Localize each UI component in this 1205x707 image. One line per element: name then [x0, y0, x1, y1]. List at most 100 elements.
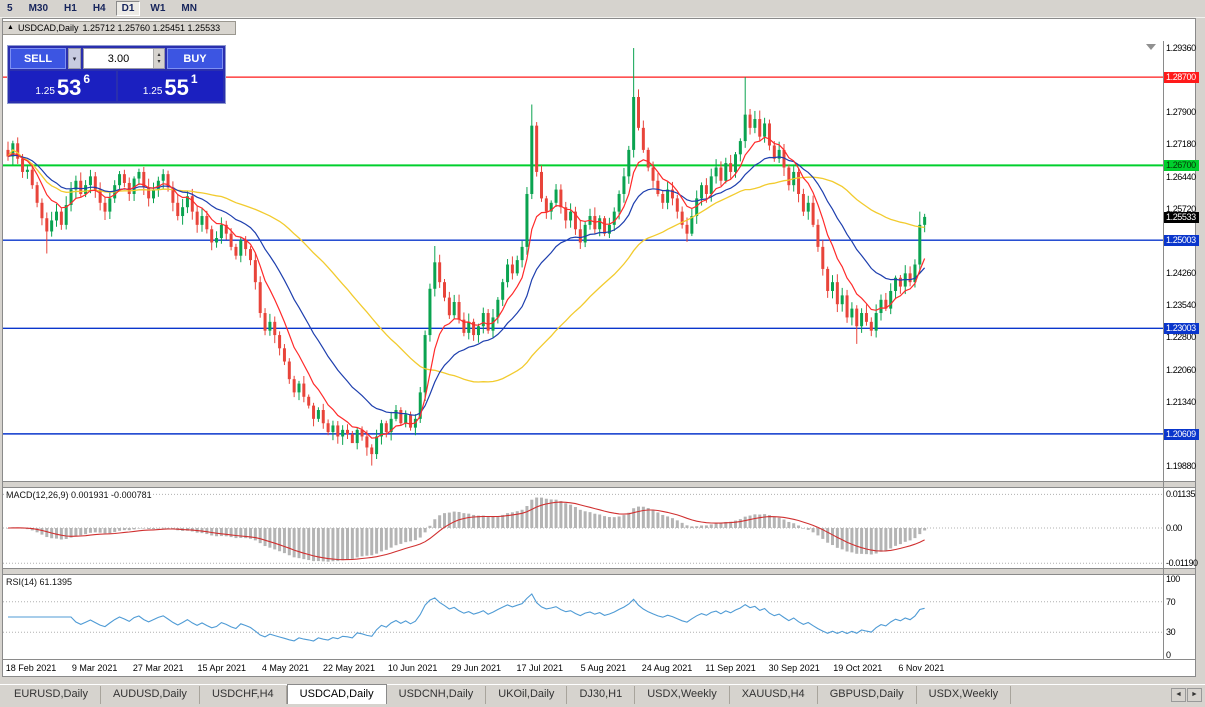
- axis-tick-label: 1.25720: [1166, 203, 1196, 214]
- buy-price-base: 1.25: [142, 86, 163, 97]
- tab-scroll-right-button[interactable]: ►: [1187, 688, 1202, 702]
- axis-tick-label: 1.27180: [1166, 139, 1196, 150]
- level-price-label: 1.26700: [1164, 160, 1199, 172]
- timeframe-button-w1[interactable]: W1: [144, 1, 171, 16]
- sell-price[interactable]: 1.25 53 6: [10, 71, 116, 101]
- time-axis-label: 11 Sep 2021: [705, 663, 756, 673]
- current-price-label: 1.25533: [1164, 211, 1199, 223]
- pane-divider[interactable]: [3, 568, 1195, 575]
- spin-up-icon: ▴: [157, 51, 161, 58]
- volume-field: ▴▾: [83, 48, 165, 69]
- pane-divider: [3, 659, 1195, 660]
- time-axis-label: 17 Jul 2021: [516, 663, 564, 673]
- time-axis-label: 19 Oct 2021: [833, 663, 883, 673]
- chart-icon: ▲: [7, 24, 14, 31]
- chart-tab-bar: EURUSD,Daily AUDUSD,Daily USDCHF,H4 USDCAD,…: [0, 684, 1205, 704]
- timeframe-button-d1[interactable]: D1: [115, 1, 141, 16]
- chart-tab-eurusd-daily[interactable]: EURUSD,Daily: [2, 686, 101, 704]
- buy-button[interactable]: BUY: [167, 48, 223, 69]
- axis-tick-label: 100: [1166, 574, 1180, 584]
- time-axis-label: 18 Feb 2021: [5, 663, 57, 673]
- axis-tick-label: -0.01190: [1166, 558, 1198, 569]
- chart-window: ▲ USDCAD,Daily 1.25712 1.25760 1.25451 1…: [2, 18, 1199, 677]
- time-axis[interactable]: 18 Feb 2021 9 Mar 2021 27 Mar 2021 15 Apr 2…: [3, 660, 1163, 677]
- axis-tick-label: 1.22800: [1166, 332, 1196, 343]
- tab-scroll-left-button[interactable]: ◄: [1171, 688, 1186, 702]
- chart-tab-gbpusd-daily[interactable]: GBPUSD,Daily: [818, 686, 917, 704]
- spin-down-icon: ▾: [157, 58, 161, 65]
- level-price-label: 1.25003: [1164, 235, 1199, 247]
- chart-tab-xauusd-h4[interactable]: XAUUSD,H4: [730, 686, 818, 704]
- ma-mid-line: [7, 154, 926, 416]
- axis-tick-label: 1.21340: [1166, 396, 1196, 407]
- macd-signal-line: [7, 501, 925, 561]
- macd-histogram: [6, 497, 927, 562]
- volume-input[interactable]: [84, 49, 153, 68]
- volume-spinner[interactable]: ▴ ▾: [153, 49, 164, 68]
- chart-tab-usdcnh-daily[interactable]: USDCNH,Daily: [387, 686, 487, 704]
- timeframe-toolbar: 5 M30 H1 H4 D1 W1 MN: [0, 0, 1205, 18]
- price-chart-canvas[interactable]: [3, 41, 1163, 481]
- axis-tick-label: 1.24260: [1166, 267, 1196, 278]
- axis-tick-label: 1.29360: [1166, 43, 1196, 54]
- sell-price-sup: 6: [83, 72, 91, 86]
- time-axis-label: 29 Jun 2021: [451, 663, 501, 673]
- timeframe-button-5[interactable]: 5: [1, 1, 19, 16]
- chart-tab-usdx-weekly[interactable]: USDX,Weekly: [917, 686, 1012, 704]
- macd-chart[interactable]: [3, 488, 1163, 568]
- arrow-left-icon: ◄: [1175, 691, 1182, 698]
- trade-panel-prices: 1.25 53 6 1.25 55 1: [10, 71, 223, 101]
- time-axis-label: 5 Aug 2021: [580, 663, 627, 673]
- candlestick-series: [6, 48, 927, 466]
- chart-tab-usdx-weekly[interactable]: USDX,Weekly: [635, 686, 730, 704]
- chart-tab-usdcad-daily[interactable]: USDCAD,Daily: [286, 684, 387, 704]
- volume-dropdown-button[interactable]: ▾: [68, 48, 81, 69]
- axis-tick-label: 1.23540: [1166, 299, 1196, 310]
- chart-symbol: USDCAD,Daily: [17, 23, 79, 33]
- time-axis-label: 27 Mar 2021: [132, 663, 184, 673]
- sell-price-big: 53: [56, 75, 82, 100]
- axis-tick-label: 70: [1166, 596, 1176, 607]
- rsi-chart[interactable]: [3, 575, 1163, 659]
- time-axis-label: 9 Mar 2021: [71, 663, 118, 673]
- axis-tick-label: 0.00: [1166, 523, 1182, 533]
- one-click-trading-panel: SELL ▾ ▴▾ BUY 1.25 53 6 1.25 55 1: [7, 45, 226, 104]
- timeframe-button-h4[interactable]: H4: [87, 1, 112, 16]
- axis-tick-label: 1.22060: [1166, 364, 1196, 375]
- ma-slow-line: [7, 149, 925, 383]
- chart-title-bar: ▲ USDCAD,Daily 1.25712 1.25760 1.25451 1…: [3, 21, 236, 35]
- axis-tick-label: 1.26440: [1166, 171, 1196, 182]
- buy-price[interactable]: 1.25 55 1: [117, 71, 223, 101]
- timeframe-button-mn[interactable]: MN: [175, 1, 203, 16]
- chart-tab-dj30-h1[interactable]: DJ30,H1: [567, 686, 636, 704]
- time-axis-label: 10 Jun 2021: [387, 663, 438, 673]
- macd-indicator-label: MACD(12,26,9) 0.001931 -0.000781: [6, 490, 152, 500]
- rsi-axis: 100 70 30 0: [1164, 574, 1197, 660]
- axis-tick-label: 0: [1166, 650, 1171, 660]
- chart-ohlc-values: 1.25712 1.25760 1.25451 1.25533: [82, 23, 221, 33]
- macd-axis: 0.01135 0.00 -0.01190: [1164, 488, 1198, 569]
- timeframe-button-h1[interactable]: H1: [58, 1, 83, 16]
- sell-price-base: 1.25: [35, 86, 55, 97]
- chart-tab-usdchf-h4[interactable]: USDCHF,H4: [200, 686, 287, 704]
- timeframe-button-m30[interactable]: M30: [23, 1, 54, 16]
- axis-tick-label: 1.27900: [1166, 107, 1196, 118]
- arrow-right-icon: ►: [1191, 691, 1198, 698]
- axis-tick-label: 1.19880: [1166, 461, 1196, 471]
- price-axis[interactable]: 1.293601.286301.279001.271801.264401.257…: [1164, 41, 1199, 481]
- time-axis-label: 22 May 2021: [322, 663, 376, 673]
- time-axis-label: 24 Aug 2021: [641, 663, 693, 673]
- time-axis-label: 15 Apr 2021: [197, 663, 247, 673]
- sell-button[interactable]: SELL: [10, 48, 66, 69]
- pane-divider[interactable]: [3, 481, 1195, 488]
- level-price-label: 1.28700: [1164, 72, 1199, 84]
- chart-tab-audusd-daily[interactable]: AUDUSD,Daily: [101, 686, 200, 704]
- level-price-label: 1.20609: [1164, 428, 1199, 440]
- rsi-indicator-label: RSI(14) 61.1395: [6, 577, 73, 587]
- chart-tab-ukoil-daily[interactable]: UKOil,Daily: [486, 686, 568, 704]
- buy-price-big: 55: [164, 75, 189, 100]
- axis-tick-label: 0.01135: [1166, 489, 1196, 500]
- buy-price-sup: 1: [190, 72, 198, 86]
- chart-shift-marker[interactable]: [1146, 44, 1156, 50]
